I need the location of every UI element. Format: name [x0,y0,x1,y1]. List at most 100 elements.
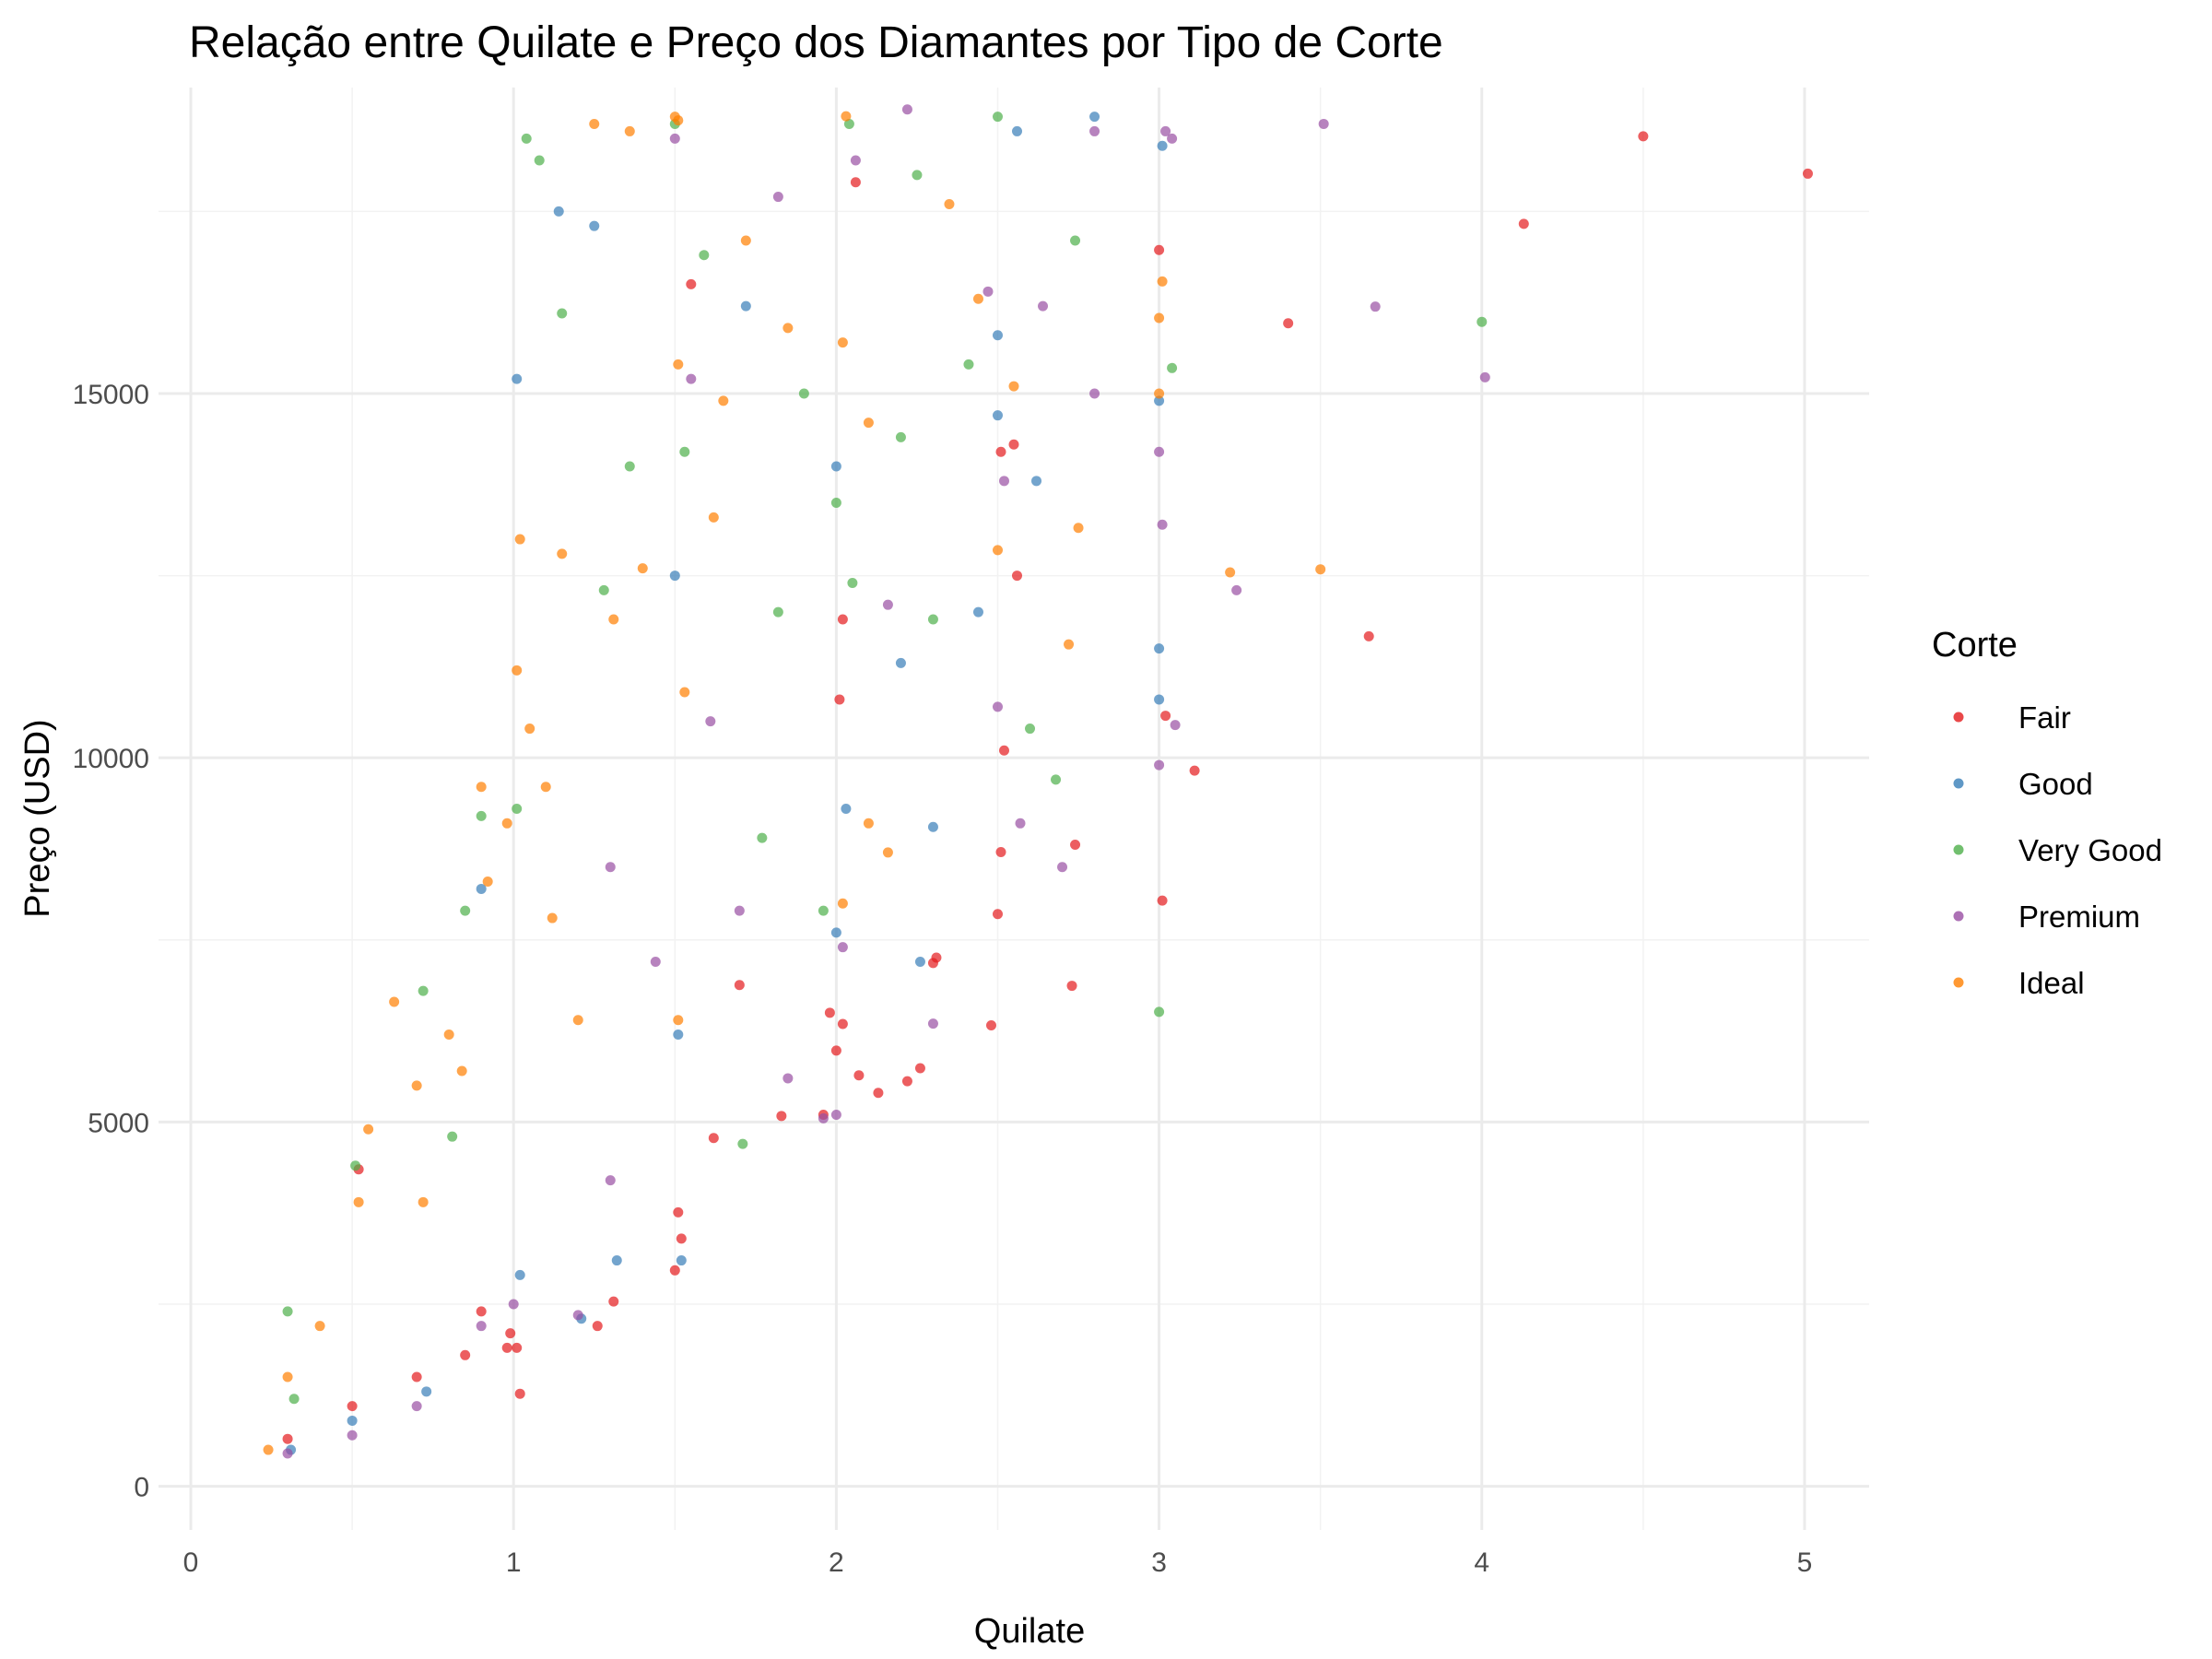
data-point-very-good [557,308,568,319]
data-point-premium [572,1310,583,1321]
data-point-ideal [837,898,848,909]
data-point-good [1154,395,1165,406]
data-point-fair [673,1206,684,1218]
data-point-premium [1231,584,1242,595]
data-point-very-good [992,112,1003,123]
data-point-premium [508,1299,519,1310]
data-point-very-good [679,446,690,457]
data-point-fair [505,1328,516,1339]
data-point-ideal [557,548,568,559]
data-point-ideal [389,996,400,1007]
data-point-good [740,300,751,312]
data-point-fair [985,1019,996,1030]
data-point-ideal [524,724,535,735]
data-point-good [611,1255,622,1266]
data-point-very-good [847,577,858,588]
data-point-very-good [476,810,487,821]
data-point-ideal [418,1196,429,1207]
data-point-ideal [992,545,1003,556]
chart-title: Relação entre Quilate e Preço dos Diaman… [189,18,1443,67]
data-point-fair [708,1133,719,1144]
data-point-good [927,821,938,832]
data-point-premium [1479,371,1490,382]
y-tick-label: 0 [134,1473,149,1503]
data-point-premium [982,286,994,297]
data-point-ideal [1154,388,1165,399]
data-point-fair [824,1007,835,1018]
data-point-good [1154,643,1165,654]
data-point-good [1154,694,1165,705]
data-point-very-good [798,388,809,399]
data-point-premium [650,956,661,967]
data-point-fair [837,614,848,625]
x-tick-label: 0 [183,1547,199,1578]
data-point-fair [669,1265,680,1276]
y-axis-ticks: 0 5000 10000 15000 [73,380,149,1503]
data-point-very-good [912,170,923,181]
legend-label: Fair [2018,700,2071,735]
data-point-good [669,571,680,582]
data-point-premium [927,1018,938,1030]
data-point-fair [992,909,1003,920]
legend-key [1953,844,1964,855]
data-point-premium [1154,759,1165,771]
data-point-premium [1089,388,1100,399]
data-point-premium [1089,125,1100,136]
data-point-ideal [456,1065,467,1077]
data-point-very-good [1154,1006,1165,1018]
data-point-ideal [1225,567,1236,578]
legend-label: Ideal [2018,966,2085,1000]
data-point-good [895,657,906,668]
data-point-fair [512,1342,523,1353]
data-point-premium [1160,125,1171,136]
data-point-fair [686,278,697,289]
data-point-premium [998,476,1009,487]
data-point-premium [705,716,716,727]
data-point-ideal [882,847,893,858]
data-point-premium [782,1073,794,1084]
data-point-premium [1154,446,1165,457]
data-point-fair [411,1371,422,1382]
data-point-ideal [476,782,487,793]
data-point-premium [1015,818,1026,829]
data-point-premium [347,1430,358,1441]
data-point-very-good [534,155,545,166]
data-point-premium [734,905,745,916]
x-tick-label: 3 [1151,1547,1167,1578]
legend-label: Premium [2018,900,2140,934]
data-point-very-good [699,250,710,261]
data-point-fair [776,1111,787,1122]
data-point-fair [927,958,938,969]
data-point-very-good [1051,774,1062,785]
data-point-very-good [447,1131,458,1142]
data-point-fair [476,1306,487,1317]
data-point-fair [1157,895,1168,906]
data-point-fair [1638,131,1649,142]
x-tick-label: 1 [506,1547,522,1578]
data-points [263,104,1813,1459]
data-point-premium [476,1321,487,1332]
data-point-premium [411,1401,422,1412]
data-point-fair [1154,244,1165,255]
data-point-very-good [1025,724,1036,735]
data-point-fair [830,1045,841,1056]
data-point-fair [282,1433,293,1444]
data-point-ideal [589,119,600,130]
y-axis-title: Preço (USD) [18,719,57,917]
data-point-fair [1363,630,1374,641]
data-point-very-good [963,359,974,370]
data-point-fair [1012,571,1023,582]
data-point-good [992,410,1003,421]
legend-label: Very Good [2018,833,2162,867]
data-point-fair [1066,981,1077,992]
data-point-very-good [598,584,609,595]
data-point-ideal [514,534,525,545]
data-point-good [512,373,523,384]
data-point-fair [1008,439,1019,450]
data-point-fair [837,1018,848,1030]
data-point-very-good [1477,316,1488,327]
data-point-good [421,1386,432,1397]
data-point-ideal [572,1015,583,1026]
y-tick-label: 10000 [73,744,149,774]
data-point-fair [1070,839,1081,850]
